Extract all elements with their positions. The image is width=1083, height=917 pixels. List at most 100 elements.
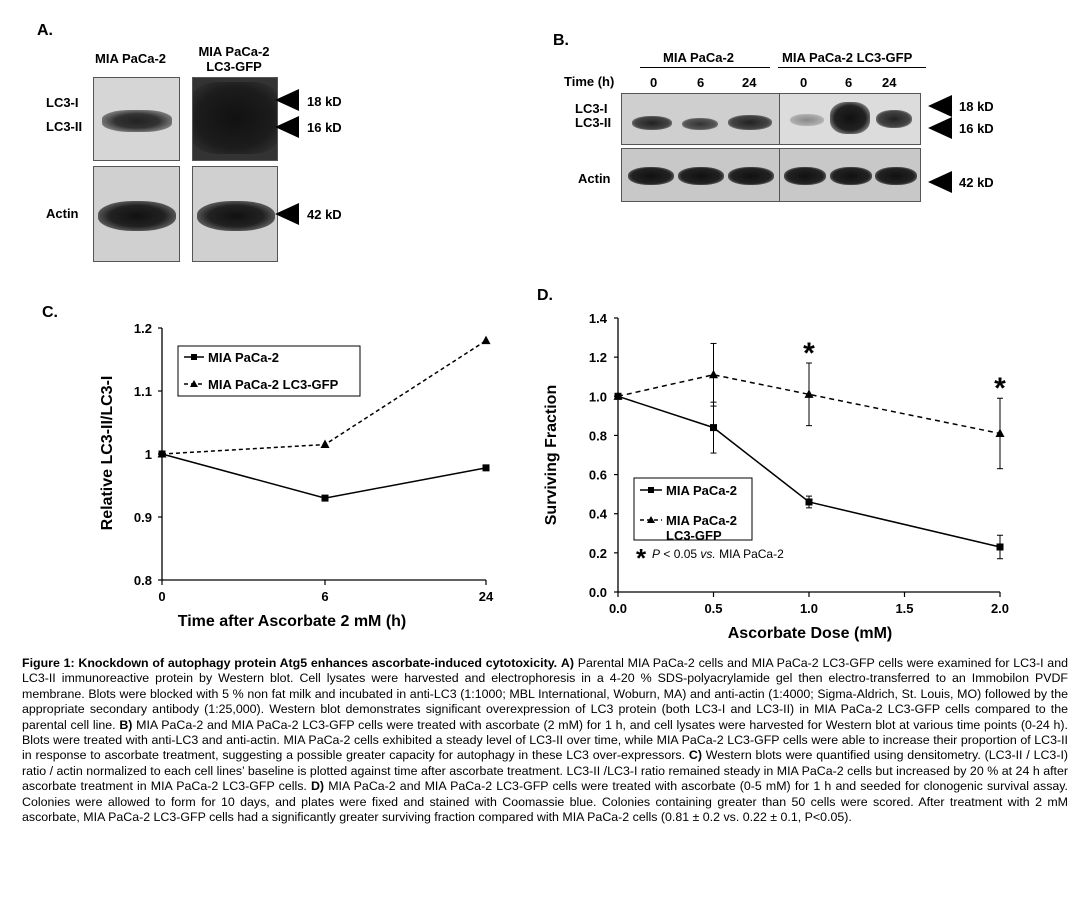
chart-c-xtick-label: 0 — [158, 589, 165, 604]
chart-d-xtick-label: 0.5 — [704, 601, 722, 616]
panel-a-lc3-blot-gfp — [192, 77, 278, 161]
chart-d-series-line-1 — [617, 373, 1001, 435]
chart-d-note-p: P — [652, 547, 660, 561]
panel-a-col2-line1: MIA PaCa-2 — [198, 44, 270, 59]
panel-b-group2: MIA PaCa-2 LC3-GFP — [782, 50, 913, 65]
panel-a-label: A. — [37, 22, 53, 39]
panel-b-label: B. — [553, 32, 569, 49]
chart-d-ytick-label: 0.4 — [589, 507, 608, 522]
panel-b-time-0b: 0 — [800, 75, 808, 90]
panel-b-arrow-18kd — [928, 95, 952, 117]
caption-c-text: Western blots were quantified using dens… — [22, 748, 1069, 794]
panel-b-group1-underline — [640, 67, 770, 68]
chart-d-xtick-label: 0.0 — [609, 601, 627, 616]
chart-d-significance-star: * — [803, 337, 815, 370]
panel-a-actin-label: Actin — [46, 206, 79, 221]
caption-a-text: Parental MIA PaCa-2 cells and MIA PaCa-2… — [22, 656, 1068, 732]
panel-b-actin-blot-gfp — [779, 148, 921, 202]
chart-d-legend-marker-gfp — [647, 516, 655, 523]
chart-d-note-end: MIA PaCa-2 — [716, 547, 784, 561]
chart-c-ytick-label: 1.2 — [134, 321, 152, 336]
chart-d-ytick-label: 1.2 — [589, 350, 607, 365]
panel-a-arrow-18kd — [275, 89, 299, 111]
panel-a-actin-blot-gfp — [192, 166, 278, 262]
panel-b-time-0a: 0 — [650, 75, 658, 90]
chart-c-legend-marker-gfp — [190, 380, 198, 387]
chart-d-xtick-label: 1.5 — [895, 601, 913, 616]
chart-c-series-line-0 — [161, 453, 487, 499]
chart-c-ytick-label: 1 — [145, 447, 152, 462]
caption-b-text: MIA PaCa-2 and MIA PaCa-2 LC3-GFP cells … — [22, 717, 1068, 763]
chart-c-point — [481, 335, 491, 345]
chart-area: Time after Ascorbate 2 mM (h) Relative L… — [99, 311, 1009, 642]
panel-d-label: D. — [537, 287, 553, 304]
chart-c-legend-mia: MIA PaCa-2 — [208, 350, 279, 365]
chart-d-significance-star: * — [994, 372, 1006, 405]
panel-b-42kd: 42 kD — [959, 175, 994, 190]
chart-d-note: P < 0.05 vs. MIA PaCa-2 — [652, 547, 784, 561]
chart-d-xtick-label: 2.0 — [991, 601, 1009, 616]
chart-d-ylabel: Surviving Fraction — [543, 385, 560, 525]
caption-d-label: D) — [310, 779, 325, 794]
panel-b-lc3i-label: LC3-I — [575, 101, 608, 116]
chart-c-xtick-label: 6 — [321, 589, 328, 604]
chart-d-point — [805, 498, 813, 506]
chart-d-legend-gfp-line2: LC3-GFP — [666, 528, 722, 543]
panel-a-col2-line2: LC3-GFP — [206, 59, 262, 74]
panel-a-arrow-16kd — [275, 116, 299, 138]
panel-b-16kd: 16 kD — [959, 121, 994, 136]
caption-b-label: B) — [119, 717, 133, 732]
caption-a-label: A) — [560, 656, 574, 670]
chart-d-legend-gfp-line1: MIA PaCa-2 — [666, 513, 737, 528]
chart-c-point — [482, 464, 490, 472]
panel-b-time-24a: 24 — [742, 75, 757, 90]
chart-d-note-star: * — [636, 543, 647, 573]
chart-c-xlabel: Time after Ascorbate 2 mM (h) — [178, 613, 407, 630]
chart-d-note-vs: vs. — [700, 547, 715, 561]
chart-d-ytick-label: 0.6 — [589, 468, 607, 483]
chart-c-point — [157, 449, 167, 458]
panel-b-time-24b: 24 — [882, 75, 897, 90]
panel-b-time-6a: 6 — [697, 75, 705, 90]
chart-c-point — [321, 494, 329, 502]
chart-c-ytick-label: 0.8 — [134, 573, 152, 588]
chart-d-point — [613, 391, 623, 400]
panel-b-actin-blot-mia — [621, 148, 781, 202]
chart-d-series-line-0 — [617, 395, 1001, 548]
chart-d-ytick-label: 1.0 — [589, 389, 607, 404]
chart-c-legend-marker-mia — [191, 354, 197, 360]
chart-c-ytick-label: 0.9 — [134, 510, 152, 525]
panel-b-group2-underline — [778, 67, 926, 68]
caption-c-label: C) — [688, 748, 702, 763]
chart-d-note-mid: < 0.05 — [660, 547, 700, 561]
chart-d-xlabel: Ascorbate Dose (mM) — [728, 625, 892, 642]
chart-d-point — [996, 543, 1004, 551]
panel-a-col2-header: MIA PaCa-2 LC3-GFP — [190, 44, 278, 74]
chart-c-legend — [177, 345, 361, 397]
caption-paragraph: Figure 1: Knockdown of autophagy protein… — [22, 656, 1068, 825]
caption-d-text: MIA PaCa-2 and MIA PaCa-2 LC3-GFP cells … — [22, 779, 1068, 825]
panel-b-lc3-blot-gfp — [779, 93, 921, 145]
panel-b-group1: MIA PaCa-2 — [663, 50, 735, 65]
chart-d-point — [710, 424, 717, 432]
panel-a-arrow-42kd — [275, 203, 299, 225]
chart-d-ytick-label: 0.2 — [589, 546, 607, 561]
chart-d-xtick-label: 1.0 — [800, 601, 818, 616]
chart-c-legend-gfp: MIA PaCa-2 LC3-GFP — [208, 377, 339, 392]
chart-c-point — [320, 439, 330, 449]
panel-b-time-label: Time (h) — [564, 74, 615, 89]
panel-b-arrow-42kd — [928, 171, 952, 193]
panel-a-16kd: 16 kD — [307, 120, 342, 135]
chart-d-point — [995, 428, 1005, 437]
chart-c-ylabel: Relative LC3-II/LC3-I — [99, 376, 116, 531]
panel-a-lc3i-label: LC3-I — [46, 95, 79, 110]
chart-d-ytick-label: 0.8 — [589, 428, 607, 443]
chart-c-ytick-label: 1.1 — [134, 384, 152, 399]
panel-a-col1-header: MIA PaCa-2 — [95, 51, 167, 66]
panel-a-actin-blot-mia — [93, 166, 180, 262]
chart-d-legend-marker-mia — [648, 487, 654, 493]
chart-d-ytick-label: 1.4 — [589, 311, 608, 326]
chart-c: Time after Ascorbate 2 mM (h) Relative L… — [99, 321, 494, 630]
panel-c-label: C. — [42, 304, 58, 321]
figure-caption: Figure 1: Knockdown of autophagy protein… — [22, 656, 1068, 825]
